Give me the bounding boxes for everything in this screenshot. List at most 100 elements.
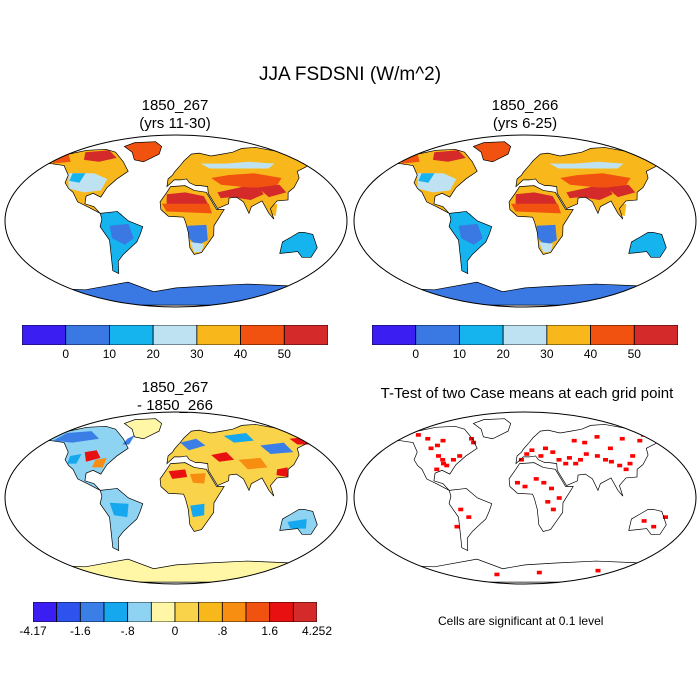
significant-cell [514, 480, 520, 485]
colorbar-panel-2 [372, 325, 678, 345]
panel-1-title-line1: 1850_267 [141, 97, 209, 114]
significant-cell [415, 433, 421, 437]
data-region [606, 184, 636, 198]
significant-cell [545, 500, 551, 504]
significant-cell [441, 461, 447, 466]
colorbar-tick-label: 20 [146, 347, 160, 361]
colorbar-box [150, 602, 176, 622]
map-content [36, 141, 323, 306]
map-panel-3 [4, 411, 348, 585]
colorbar-box [292, 602, 317, 622]
colorbar-tick-label: 20 [496, 347, 510, 361]
map-border [353, 134, 697, 308]
significant-cell [556, 457, 562, 462]
coastline-eurasia [166, 147, 323, 220]
significant-cell [428, 446, 434, 451]
map-panel-2 [353, 134, 697, 308]
significant-cell [533, 477, 539, 481]
data-region [536, 224, 557, 246]
significant-cell [641, 519, 647, 523]
coastline-greenland [123, 418, 163, 440]
data-region [200, 161, 275, 169]
landmass-africa [509, 462, 574, 532]
data-region [432, 150, 466, 162]
colorbar-box [245, 602, 271, 622]
significant-cell [436, 454, 442, 458]
significant-cell [627, 461, 633, 466]
colorbar-tick-label: .8 [217, 624, 228, 638]
data-region [265, 203, 278, 217]
colorbar-panel-1 [22, 325, 328, 345]
colorbar-panel-2-labels: 0 10 20 30 40 50 [372, 347, 678, 363]
data-region [91, 457, 107, 468]
significant-cell [594, 435, 600, 439]
data-region [458, 223, 483, 245]
colorbar-tick-label: 0 [412, 347, 420, 361]
coastline-eurasia [166, 424, 323, 497]
data-region [211, 452, 235, 462]
data-region [614, 203, 627, 217]
significant-cell [541, 480, 547, 485]
data-region [539, 242, 553, 253]
significant-cell [440, 457, 446, 462]
significant-cell [538, 454, 544, 458]
significant-cell [550, 450, 556, 454]
landmass-namerica [388, 426, 478, 491]
colorbar-box [56, 602, 81, 622]
data-region [510, 203, 562, 214]
coastline-australia [628, 509, 667, 535]
significant-cell [556, 496, 562, 500]
data-region [238, 457, 268, 470]
significant-cell [595, 568, 601, 573]
coastline-greenland [123, 141, 163, 163]
significant-cell [619, 436, 625, 441]
panel-2-title-line1: 1850_266 [491, 97, 559, 114]
colorbar-tick-label: -1.6 [69, 624, 91, 638]
colorbar-box [196, 325, 241, 345]
data-region [549, 161, 624, 169]
map-panel-1 [4, 134, 348, 308]
panel-3-title: 1850_267 - 1850_266 [75, 379, 275, 415]
data-region [211, 173, 282, 188]
significant-cell [582, 440, 588, 445]
colorbar-box [103, 602, 129, 622]
coastline-namerica [388, 425, 478, 491]
significance-note: Cells are significant at 0.1 level [438, 614, 604, 628]
colorbar-tick-label: -4.17 [19, 624, 47, 638]
significant-cell [457, 454, 463, 458]
colorbar-box [127, 602, 152, 622]
landmass-antarctica [37, 282, 315, 306]
significant-cell [583, 452, 589, 456]
landmass-eurasia [515, 424, 671, 497]
data-region [104, 213, 127, 225]
coastline-samerica [99, 488, 144, 552]
coastline-australia [628, 232, 667, 258]
data-region [84, 450, 101, 462]
significant-cell [434, 467, 440, 472]
map-content [385, 141, 672, 306]
significant-cell [542, 446, 548, 451]
significant-cell [617, 463, 623, 468]
colorbar-tick-label: 50 [627, 347, 641, 361]
colorbar-box [269, 602, 294, 622]
significant-cell [458, 507, 464, 512]
significant-cell [529, 448, 535, 453]
significant-cell [550, 507, 556, 512]
colorbar-tick-label: 30 [540, 347, 554, 361]
colorbar-box [590, 325, 635, 345]
landmass-australia [279, 232, 318, 258]
significant-cell [563, 461, 569, 466]
coastline-africa [508, 185, 574, 255]
colorbar-tick-label: 1.6 [261, 624, 278, 638]
data-region [276, 467, 289, 477]
coastline-africa [159, 185, 225, 255]
data-region [67, 454, 82, 464]
colorbar-box [33, 602, 58, 622]
colorbar-box [633, 325, 678, 345]
significant-cell [518, 457, 524, 462]
map-border [353, 411, 697, 585]
colorbar-tick-label: 10 [102, 347, 117, 361]
landmass-namerica [39, 426, 129, 491]
colorbar-box [198, 602, 223, 622]
colorbar-tick-label: -.8 [120, 624, 135, 638]
